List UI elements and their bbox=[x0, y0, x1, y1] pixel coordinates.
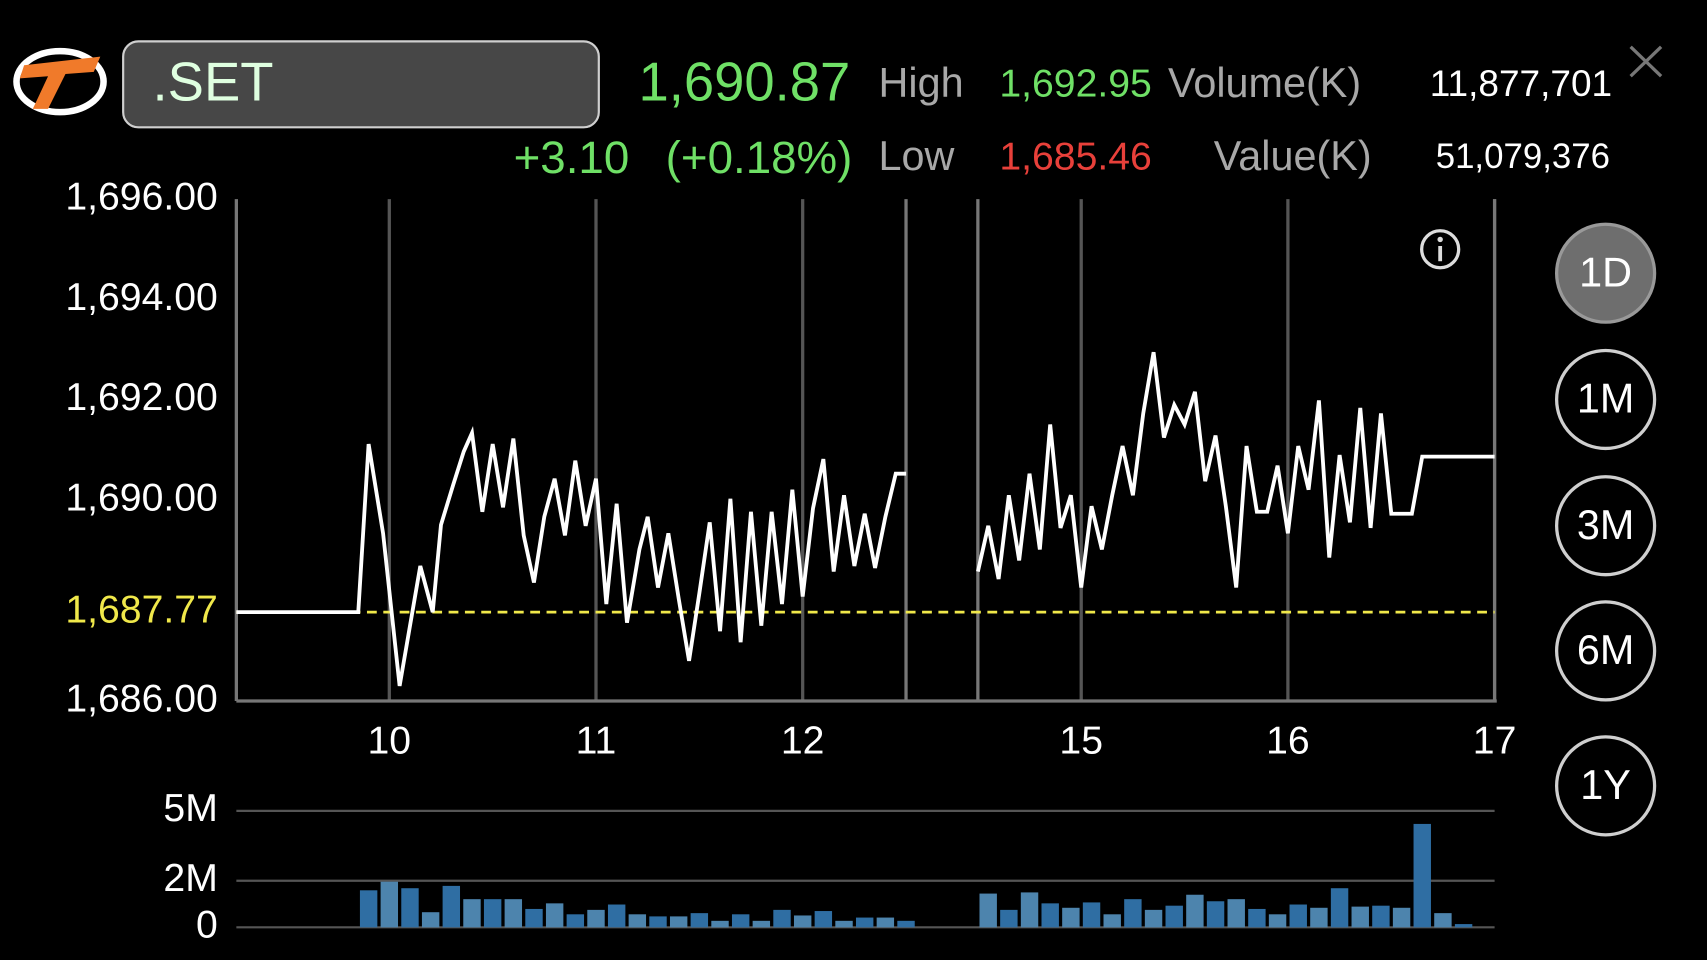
symbol-box[interactable] bbox=[122, 40, 600, 129]
volume-bar bbox=[1248, 908, 1266, 928]
high-label: High bbox=[879, 60, 964, 106]
volume-bar bbox=[1062, 907, 1080, 928]
y-tick-label: 1,696.00 bbox=[65, 176, 217, 219]
volume-bar bbox=[483, 899, 502, 928]
volume-bar bbox=[1041, 903, 1059, 928]
volume-bar bbox=[1454, 924, 1473, 928]
x-tick-label: 10 bbox=[368, 720, 412, 763]
y-tick-label: 5M bbox=[163, 787, 217, 830]
value-label: Value(K) bbox=[1214, 133, 1372, 179]
volume-bar bbox=[773, 909, 791, 928]
volume-bar bbox=[793, 915, 812, 928]
volume-bar bbox=[1392, 907, 1411, 928]
volume-bar bbox=[1434, 913, 1452, 928]
volume-bar bbox=[731, 914, 750, 928]
value: 51,079,376 bbox=[1436, 137, 1610, 176]
y-tick-label: 1,686.00 bbox=[65, 677, 217, 720]
price-line bbox=[236, 351, 1495, 687]
range-button[interactable] bbox=[1554, 475, 1657, 577]
volume-label: Volume(K) bbox=[1168, 60, 1361, 106]
x-tick-label: 12 bbox=[781, 720, 825, 763]
volume-bar bbox=[669, 916, 688, 928]
volume-bar bbox=[607, 904, 626, 928]
range-button[interactable] bbox=[1554, 348, 1657, 451]
volume-bar bbox=[711, 920, 729, 928]
volume-bar bbox=[876, 917, 895, 928]
info-icon[interactable] bbox=[1420, 229, 1461, 270]
volume-bar bbox=[979, 893, 997, 928]
volume-bar bbox=[649, 916, 667, 928]
volume-bar bbox=[463, 899, 481, 928]
volume-bar bbox=[1372, 905, 1390, 928]
volume-bar bbox=[814, 911, 833, 928]
volume-bar bbox=[1186, 894, 1204, 928]
volume-bar bbox=[587, 909, 605, 928]
y-tick-label: 1,690.00 bbox=[65, 477, 217, 520]
volume-bar bbox=[835, 920, 853, 928]
close-button[interactable] bbox=[1629, 45, 1663, 78]
range-button[interactable] bbox=[1554, 600, 1657, 702]
volume-bar bbox=[380, 881, 399, 928]
plot: 1,686.00 1,690.00 1,692.00 1,694.00 1,696.00… bbox=[65, 176, 1516, 947]
y-tick-label: 1,692.00 bbox=[65, 376, 217, 419]
change-pct: (+0.18%) bbox=[666, 132, 853, 183]
volume-bar bbox=[1165, 905, 1183, 928]
x-tick-label: 16 bbox=[1266, 720, 1310, 763]
volume-bar bbox=[504, 899, 523, 928]
high: 1,692.95 bbox=[999, 62, 1151, 105]
y-tick-label: 0 bbox=[196, 904, 218, 947]
volume-bar bbox=[1206, 901, 1225, 928]
volume-bar bbox=[1124, 899, 1142, 928]
volume-bar bbox=[1268, 914, 1287, 928]
volume-bar bbox=[1310, 907, 1328, 928]
range-button[interactable] bbox=[1554, 222, 1657, 324]
volume-bar bbox=[752, 920, 771, 928]
volume-bar bbox=[566, 914, 585, 928]
range-button[interactable] bbox=[1554, 735, 1657, 837]
symbol[interactable]: .SET bbox=[153, 51, 274, 112]
volume-bar bbox=[1144, 909, 1163, 928]
range-label[interactable]: 1Y bbox=[1580, 762, 1631, 808]
volume-bar bbox=[442, 885, 461, 928]
price: 1,690.87 bbox=[638, 51, 850, 112]
low-label: Low bbox=[879, 133, 955, 179]
volume-bar bbox=[1330, 888, 1349, 928]
x-tick-label: 11 bbox=[576, 720, 617, 763]
x-tick-label: 17 bbox=[1473, 720, 1517, 763]
volume-bar bbox=[1413, 823, 1431, 928]
y-tick-label: 1,694.00 bbox=[65, 276, 217, 319]
volume-bar bbox=[1000, 909, 1018, 928]
volume-bar bbox=[1227, 899, 1245, 928]
volume-bar bbox=[1103, 914, 1121, 928]
volume-bar bbox=[401, 888, 419, 928]
range-label[interactable]: 1M bbox=[1577, 376, 1634, 422]
volume-bar bbox=[1082, 902, 1101, 928]
y-tick-label: 2M bbox=[163, 857, 217, 900]
volume-bar bbox=[525, 908, 543, 928]
change: +3.10 bbox=[514, 132, 630, 183]
range-label[interactable]: 1D bbox=[1579, 249, 1632, 295]
volume-bar bbox=[1351, 906, 1369, 928]
low: 1,685.46 bbox=[999, 135, 1151, 178]
x-tick-label: 15 bbox=[1059, 720, 1103, 763]
volume-bar bbox=[855, 917, 874, 928]
volume-bar bbox=[690, 913, 709, 928]
range-label[interactable]: 3M bbox=[1577, 502, 1634, 548]
volume-bar bbox=[359, 890, 378, 928]
range-label[interactable]: 6M bbox=[1577, 627, 1634, 673]
volume-bar bbox=[545, 903, 564, 928]
volume-bar bbox=[1020, 892, 1039, 928]
volume-bar bbox=[897, 920, 915, 928]
volume-bar bbox=[421, 912, 440, 928]
logo bbox=[13, 47, 107, 116]
reference-label: 1,687.77 bbox=[65, 588, 217, 631]
volume-bar bbox=[628, 914, 647, 928]
volume: 11,877,701 bbox=[1430, 63, 1612, 104]
volume-bar bbox=[1289, 904, 1307, 928]
